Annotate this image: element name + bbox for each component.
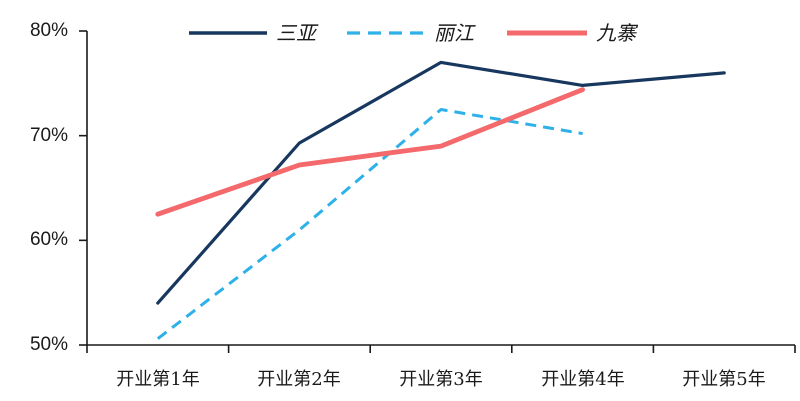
legend-label-jiuzhai: 九寨 [596,21,636,45]
legend-item-lijiang: 丽江 [346,22,474,44]
legend-label-lijiang: 丽江 [434,21,474,45]
x-tick-label-year3: 开业第3年 [399,369,483,390]
series-lijiang-line [156,108,583,340]
legend-swatch-lijiang [347,31,425,35]
x-tick-label-year2: 开业第2年 [257,369,341,390]
series-sanya-line [156,60,726,305]
y-tick-label-80: 80% [29,20,68,41]
axis-ticks [79,30,796,353]
legend-swatch-jiuzhai [507,30,587,36]
x-tick-label-year5: 开业第5年 [682,369,766,390]
y-tick-label-60: 60% [29,229,68,250]
x-tick-label-year1: 开业第1年 [116,369,200,390]
legend-item-sanya: 三亚 [188,22,316,44]
legend-label-sanya: 三亚 [276,21,316,45]
series-jiuzhai-line [155,87,585,217]
y-tick-label-70: 70% [29,125,68,146]
x-tick-label-year4: 开业第4年 [541,369,625,390]
y-tick-label-50: 50% [29,334,68,355]
legend-item-jiuzhai: 九寨 [506,22,636,44]
legend-swatch-sanya [189,31,267,35]
